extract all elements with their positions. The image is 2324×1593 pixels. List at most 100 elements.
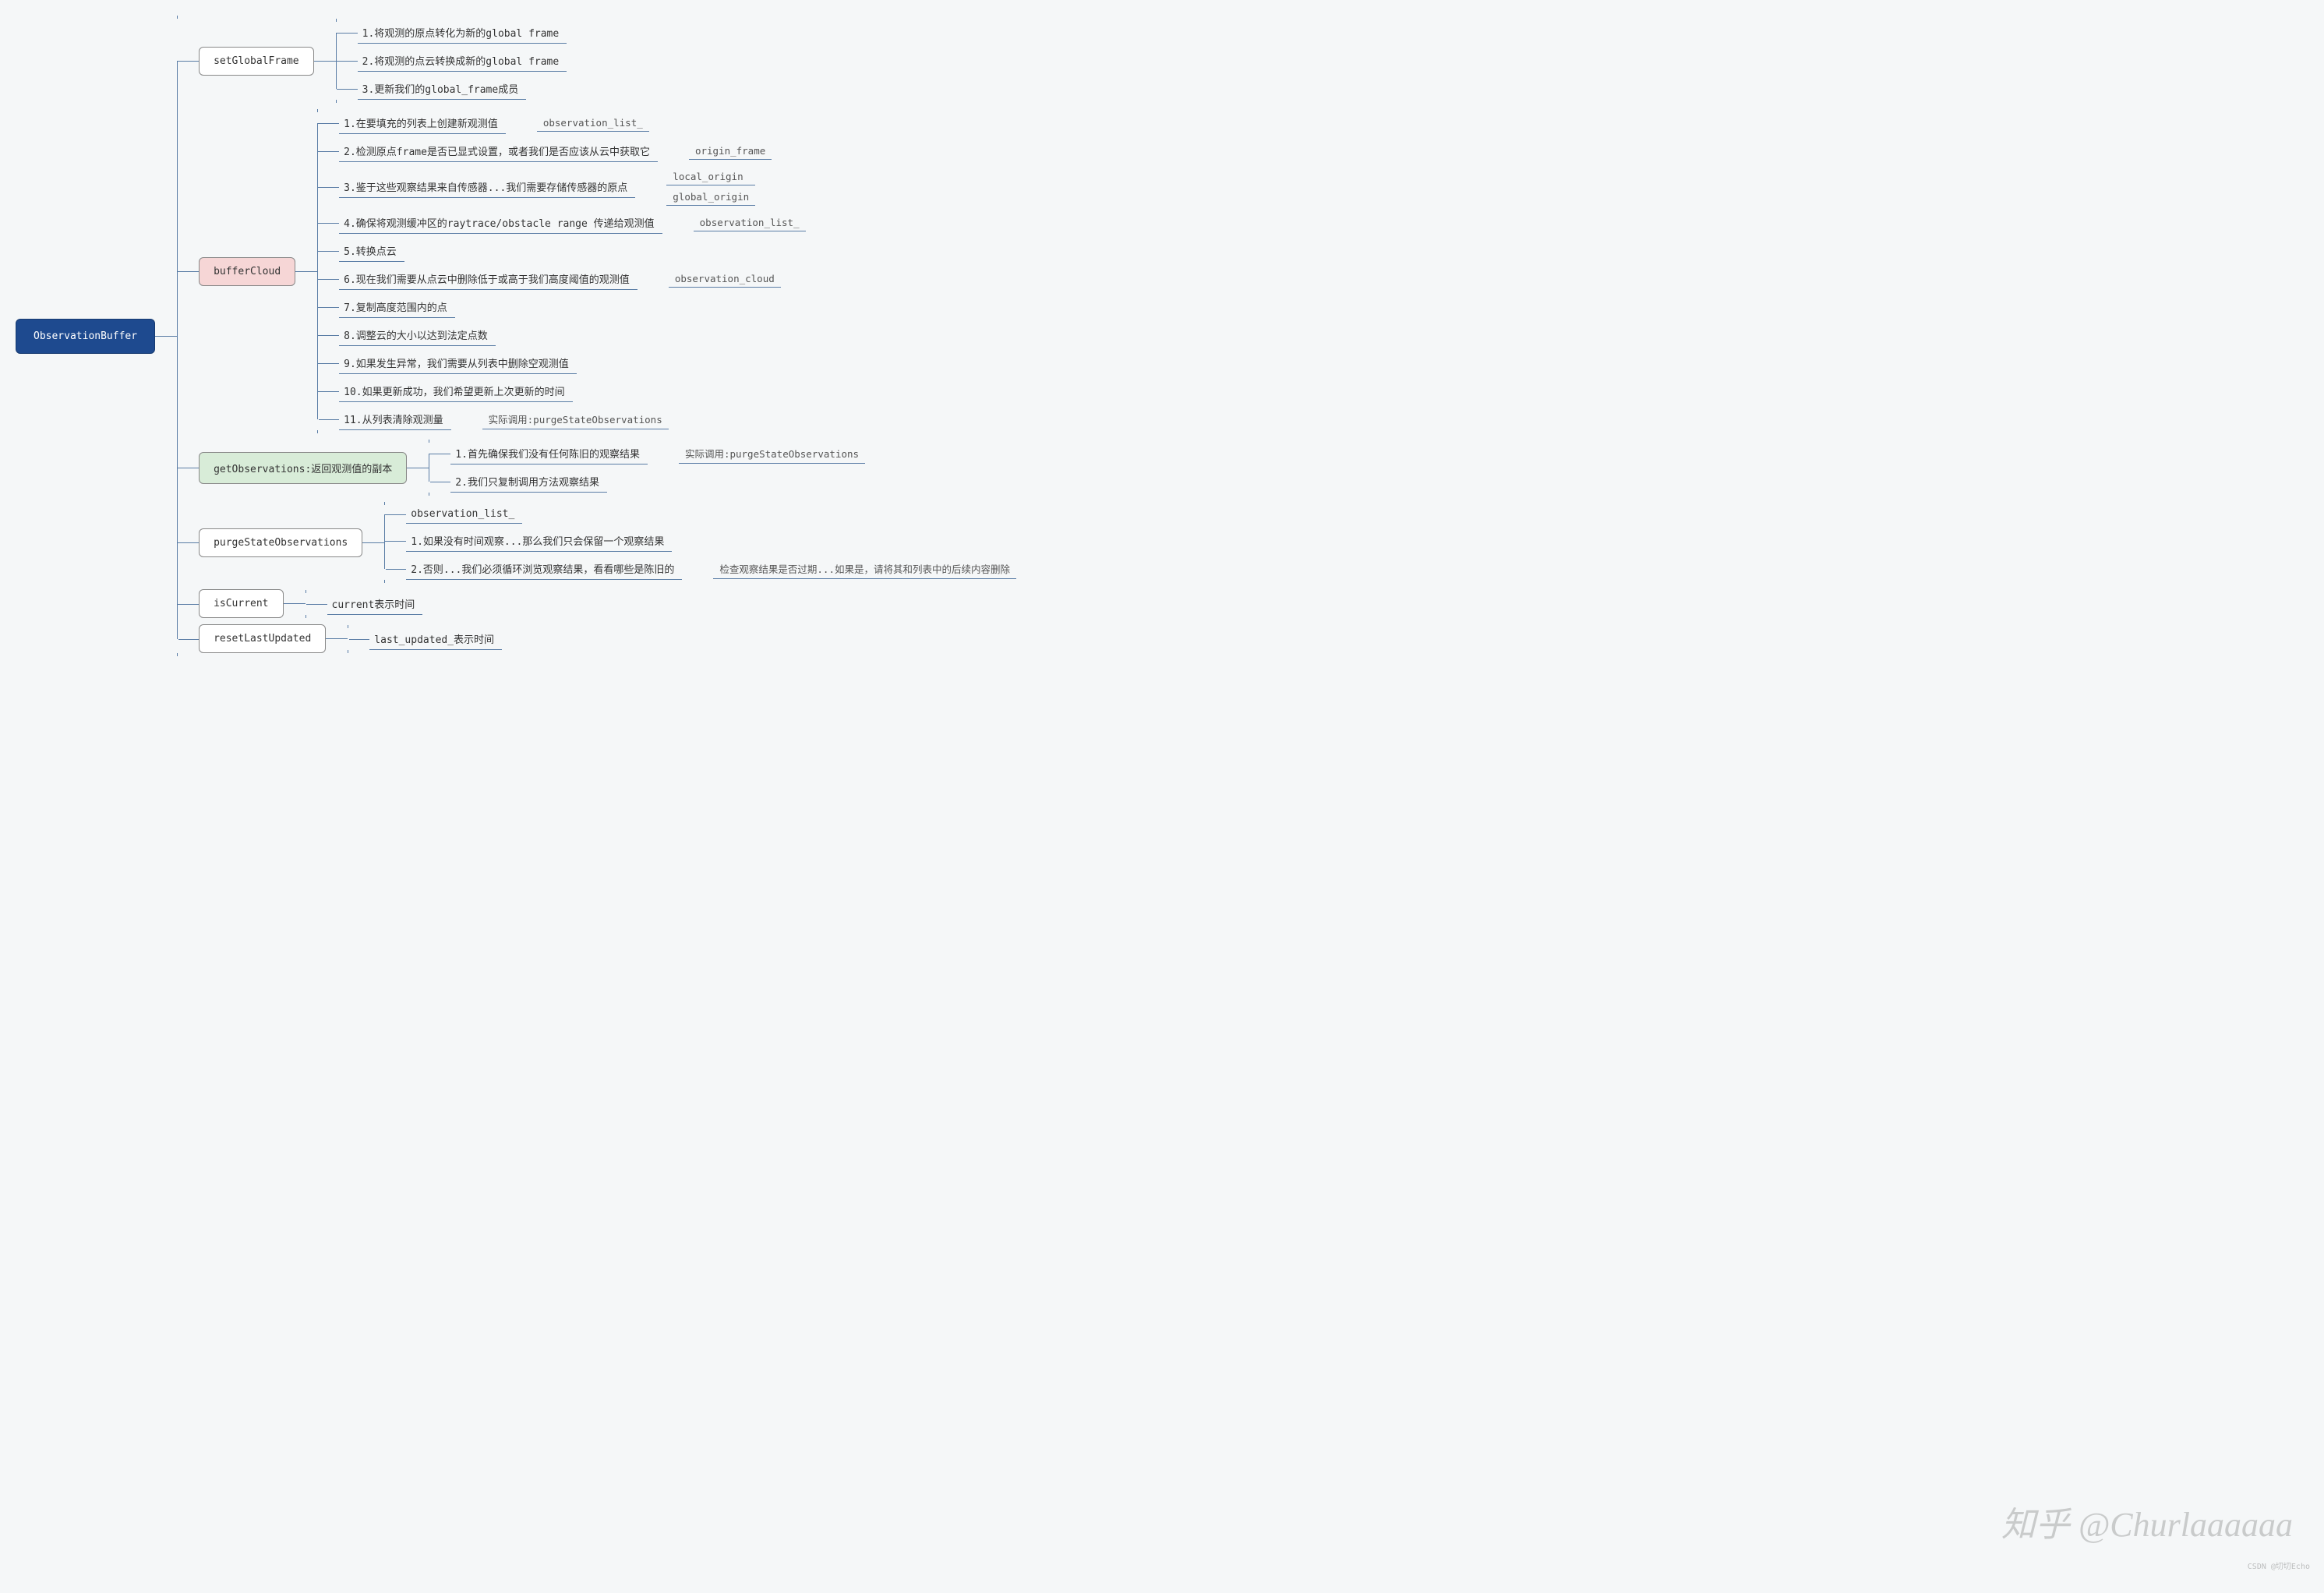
leaf-row: 1.将观测的原点转化为新的global frame xyxy=(358,22,567,44)
leaf-text: 3.鉴于这些观察结果来自传感器...我们需要存储传感器的原点 xyxy=(339,176,635,198)
leaf-text: 10.如果更新成功，我们希望更新上次更新的时间 xyxy=(339,380,572,402)
leaf-tags: local_origin global_origin xyxy=(666,168,755,206)
leaf-wrap: 8.调整云的大小以达到法定点数 xyxy=(339,324,496,346)
leaf-row: 3.鉴于这些观察结果来自传感器...我们需要存储传感器的原点 local_orig… xyxy=(339,168,805,206)
branch-purgeStateObservations: purgeStateObservations observation_list_ 1… xyxy=(199,502,1016,583)
branch-node: getObservations:返回观测值的副本 1.首先确保我们没有任何陈旧的观… xyxy=(199,440,865,496)
leaf-row: 1.首先确保我们没有任何陈旧的观察结果 实际调用:purgeStateObserv… xyxy=(450,443,865,464)
leaf-tag: local_origin xyxy=(666,168,755,185)
leaf-text: 2.将观测的点云转换成新的global frame xyxy=(358,50,567,72)
branch-box-purgeStateObservations: purgeStateObservations xyxy=(199,528,362,557)
leaf-wrap: 2.检测原点frame是否已显式设置，或者我们是否应该从云中获取它 origin_… xyxy=(339,140,772,162)
connector-stub xyxy=(326,638,348,639)
branch-box-bufferCloud: bufferCloud xyxy=(199,257,295,286)
leaf-tag: 实际调用:purgeStateObservations xyxy=(482,409,669,429)
leaf-row: 7.复制高度范围内的点 xyxy=(339,296,805,318)
branch-children: 1.首先确保我们没有任何陈旧的观察结果 实际调用:purgeStateObserv… xyxy=(429,440,865,496)
leaf-wrap: 3.更新我们的global_frame成员 xyxy=(358,78,527,100)
leaf-text: 2.检测原点frame是否已显式设置，或者我们是否应该从云中获取它 xyxy=(339,140,658,162)
branch-children: observation_list_ 1.如果没有时间观察...那么我们只会保留一个… xyxy=(384,502,1016,583)
branch-box-getObservations: getObservations:返回观测值的副本 xyxy=(199,452,407,484)
leaf-row: 5.转换点云 xyxy=(339,240,805,262)
leaf-wrap: current表示时间 xyxy=(327,593,423,615)
leaf-text: 9.如果发生异常，我们需要从列表中删除空观测值 xyxy=(339,352,577,374)
branch-node: resetLastUpdatedlast_updated_表示时间 xyxy=(199,624,502,653)
branch-node: bufferCloud 1.在要填充的列表上创建新观测值 observation_l… xyxy=(199,109,806,433)
leaf-row: last_updated_表示时间 xyxy=(369,628,502,650)
branch-node: purgeStateObservations observation_list_ 1… xyxy=(199,502,1016,583)
leaf-wrap: 9.如果发生异常，我们需要从列表中删除空观测值 xyxy=(339,352,577,374)
leaf-row: 6.现在我们需要从点云中删除低于或高于我们高度阈值的观测值observation… xyxy=(339,268,805,290)
leaf-text: 2.否则...我们必须循环浏览观察结果，看看哪些是陈旧的 xyxy=(406,558,682,580)
branch-children: current表示时间 xyxy=(306,590,423,618)
leaf-row: 1.如果没有时间观察...那么我们只会保留一个观察结果 xyxy=(406,530,1016,552)
leaf-row: 9.如果发生异常，我们需要从列表中删除空观测值 xyxy=(339,352,805,374)
leaf-text: 3.更新我们的global_frame成员 xyxy=(358,78,527,100)
branch-node: setGlobalFrame 1.将观测的原点转化为新的global frame 2… xyxy=(199,19,567,103)
leaf-text: 5.转换点云 xyxy=(339,240,404,262)
leaf-text: 1.如果没有时间观察...那么我们只会保留一个观察结果 xyxy=(406,530,672,552)
leaf-wrap: 1.如果没有时间观察...那么我们只会保留一个观察结果 xyxy=(406,530,672,552)
branch-getObservations: getObservations:返回观测值的副本 1.首先确保我们没有任何陈旧的观… xyxy=(199,440,1016,496)
branch-bufferCloud: bufferCloud 1.在要填充的列表上创建新观测值 observation_l… xyxy=(199,109,1016,433)
leaf-wrap: 1.首先确保我们没有任何陈旧的观察结果 实际调用:purgeStateObserv… xyxy=(450,443,865,464)
leaf-wrap: 11.从列表清除观测量 实际调用:purgeStateObservations xyxy=(339,408,669,430)
leaf-row: 8.调整云的大小以达到法定点数 xyxy=(339,324,805,346)
mindmap-root: ObservationBuffer setGlobalFrame 1.将观测的原点… xyxy=(16,16,2308,656)
leaf-wrap: 7.复制高度范围内的点 xyxy=(339,296,455,318)
leaf-text: 2.我们只复制调用方法观察结果 xyxy=(450,471,607,493)
leaf-row: observation_list_ xyxy=(406,505,1016,524)
leaf-wrap: 2.我们只复制调用方法观察结果 xyxy=(450,471,607,493)
leaf-row: 10.如果更新成功，我们希望更新上次更新的时间 xyxy=(339,380,805,402)
leaf-text: 11.从列表清除观测量 xyxy=(339,408,450,430)
leaf-text: observation_list_ xyxy=(406,505,522,524)
leaf-text: 6.现在我们需要从点云中删除低于或高于我们高度阈值的观测值 xyxy=(339,268,638,290)
leaf-wrap: 2.将观测的点云转换成新的global frame xyxy=(358,50,567,72)
branch-isCurrent: isCurrent current表示时间 xyxy=(199,589,1016,618)
leaf-wrap: 1.在要填充的列表上创建新观测值 observation_list_ xyxy=(339,112,649,134)
root-children: setGlobalFrame 1.将观测的原点转化为新的global frame 2… xyxy=(177,16,1016,656)
connector-stub xyxy=(362,542,384,543)
leaf-text: 1.将观测的原点转化为新的global frame xyxy=(358,22,567,44)
leaf-wrap: 5.转换点云 xyxy=(339,240,404,262)
branch-box-isCurrent: isCurrent xyxy=(199,589,283,618)
leaf-wrap: 10.如果更新成功，我们希望更新上次更新的时间 xyxy=(339,380,572,402)
leaf-tag: observation_list_ xyxy=(537,115,649,132)
leaf-row: 2.检测原点frame是否已显式设置，或者我们是否应该从云中获取它 origin_… xyxy=(339,140,805,162)
leaf-tag: 实际调用:purgeStateObservations xyxy=(679,443,865,464)
leaf-wrap: 6.现在我们需要从点云中删除低于或高于我们高度阈值的观测值observation… xyxy=(339,268,781,290)
watermark: 知乎 @Churlaaaaaa xyxy=(2001,1496,2293,1546)
fineprint: CSDN @切切Echo xyxy=(2248,1559,2310,1571)
leaf-tag: origin_frame xyxy=(689,143,772,160)
branch-children: 1.在要填充的列表上创建新观测值 observation_list_ 2.检测原点f… xyxy=(317,109,805,433)
leaf-row: 2.否则...我们必须循环浏览观察结果，看看哪些是陈旧的检查观察结果是否过期..… xyxy=(406,558,1016,580)
branch-box-setGlobalFrame: setGlobalFrame xyxy=(199,47,314,76)
leaf-text: 8.调整云的大小以达到法定点数 xyxy=(339,324,496,346)
leaf-row: 1.在要填充的列表上创建新观测值 observation_list_ xyxy=(339,112,805,134)
leaf-tag: observation_list_ xyxy=(694,214,806,231)
leaf-text: last_updated_表示时间 xyxy=(369,628,502,650)
leaf-text: 1.在要填充的列表上创建新观测值 xyxy=(339,112,506,134)
leaf-wrap: 2.否则...我们必须循环浏览观察结果，看看哪些是陈旧的检查观察结果是否过期..… xyxy=(406,558,1016,580)
root-node: ObservationBuffer xyxy=(16,319,155,354)
connector-stub xyxy=(284,603,306,604)
leaf-text: 7.复制高度范围内的点 xyxy=(339,296,455,318)
leaf-wrap: 3.鉴于这些观察结果来自传感器...我们需要存储传感器的原点 local_orig… xyxy=(339,168,755,206)
leaf-text: current表示时间 xyxy=(327,593,423,615)
branch-children: 1.将观测的原点转化为新的global frame 2.将观测的点云转换成新的gl… xyxy=(336,19,567,103)
branch-children: last_updated_表示时间 xyxy=(348,625,502,653)
leaf-wrap: 4.确保将观测缓冲区的raytrace/obstacle range 传递给观测… xyxy=(339,212,805,234)
leaf-wrap: last_updated_表示时间 xyxy=(369,628,502,650)
leaf-wrap: 1.将观测的原点转化为新的global frame xyxy=(358,22,567,44)
leaf-tag: global_origin xyxy=(666,189,755,206)
leaf-row: current表示时间 xyxy=(327,593,423,615)
branch-setGlobalFrame: setGlobalFrame 1.将观测的原点转化为新的global frame 2… xyxy=(199,19,1016,103)
leaf-text: 4.确保将观测缓冲区的raytrace/obstacle range 传递给观测… xyxy=(339,212,662,234)
leaf-row: 2.我们只复制调用方法观察结果 xyxy=(450,471,865,493)
connector-stub xyxy=(155,336,177,337)
leaf-row: 2.将观测的点云转换成新的global frame xyxy=(358,50,567,72)
branch-node: isCurrent current表示时间 xyxy=(199,589,422,618)
leaf-row: 3.更新我们的global_frame成员 xyxy=(358,78,567,100)
leaf-row: 4.确保将观测缓冲区的raytrace/obstacle range 传递给观测… xyxy=(339,212,805,234)
leaf-text: 1.首先确保我们没有任何陈旧的观察结果 xyxy=(450,443,648,464)
